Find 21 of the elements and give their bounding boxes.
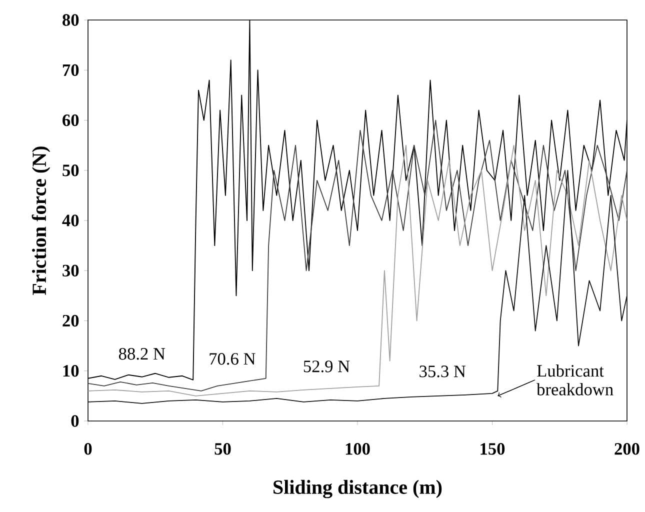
- x-axis-title: Sliding distance (m): [274, 480, 442, 498]
- y-tick-label: 40: [62, 214, 79, 226]
- x-tick-label: 100: [346, 443, 370, 455]
- y-tick-label: 20: [62, 314, 79, 327]
- y-tick-label: 0: [71, 415, 79, 427]
- y-axis-title: Friction force (N): [32, 146, 50, 295]
- series-label: 52.9 N: [304, 360, 350, 372]
- annotation: Lubricant breakdown: [536, 364, 614, 396]
- y-tick-label: 50: [62, 164, 79, 176]
- series-label: 88.2 N: [118, 348, 166, 360]
- y-tick-label: 60: [62, 114, 79, 126]
- y-tick-label: 80: [62, 14, 79, 26]
- x-tick-label: 200: [614, 443, 640, 455]
- x-tick-label: 50: [214, 443, 231, 455]
- series-label: 35.3 N: [420, 366, 466, 378]
- y-tick-label: 30: [62, 264, 79, 276]
- y-tick-label: 70: [62, 64, 79, 76]
- y-tick-label: 10: [63, 365, 79, 377]
- x-tick-label: 150: [480, 443, 505, 455]
- series-label: 70.6 N: [210, 353, 256, 365]
- x-tick-label: 0: [84, 443, 92, 455]
